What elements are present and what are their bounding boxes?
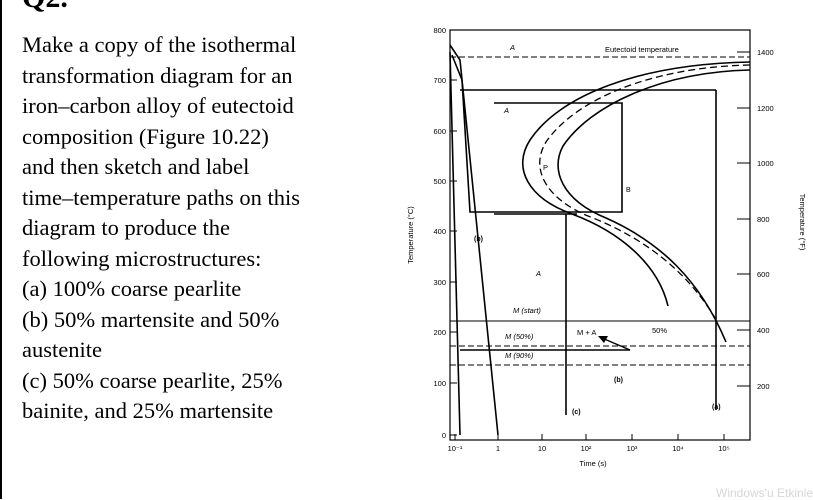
label-a-center: A: [535, 269, 541, 278]
question-line: time–temperature paths on this: [22, 184, 301, 210]
tick-label-left: 300: [433, 278, 446, 287]
question-line: (b) 50% martensite and 50%: [22, 306, 280, 332]
tick-label-left: 400: [433, 227, 446, 236]
label-path-c: (c): [572, 409, 581, 416]
label-m-start: M (start): [513, 306, 541, 315]
label-b: B: [626, 187, 631, 194]
label-a-upper: A: [503, 106, 509, 115]
tick-label-left: 800: [433, 26, 446, 35]
question-line: Make a copy of the isothermal: [22, 32, 297, 57]
left-tick-labels: 800 700 600 500 400 300 200 100 0: [433, 26, 446, 440]
question-heading: Q2.: [22, 0, 68, 16]
label-path-b: (b): [614, 377, 623, 384]
label-path-a: (a): [712, 404, 721, 411]
tick-label-left: 600: [433, 127, 446, 136]
question-line: diagram to produce the: [22, 215, 231, 240]
y-axis-right-title: Temperature (°F): [798, 194, 807, 251]
eutectoid-label: Eutectoid temperature: [605, 45, 679, 54]
tick-label-bottom: 10²: [581, 444, 592, 453]
tick-label-bottom: 1: [496, 444, 500, 453]
question-text: Make a copy of the isothermal transforma…: [22, 30, 382, 427]
tick-label-right: 1200: [757, 104, 774, 113]
question-line: (c) 50% coarse pearlite, 25%: [22, 367, 283, 393]
ttt-diagram-svg: 800 700 600 500 400 300 200 100 0 1400 1…: [406, 26, 807, 468]
question-line: composition (Figure 10.22): [22, 123, 269, 149]
question-line: iron–carbon alloy of eutectoid: [22, 93, 294, 118]
activation-watermark: Windows'u Etkinleştir: [716, 486, 813, 500]
question-line: following microstructures:: [22, 245, 262, 271]
ttt-diagram: 800 700 600 500 400 300 200 100 0 1400 1…: [375, 0, 813, 499]
transformation-start-curve: [521, 61, 751, 307]
tick-label-right: 600: [757, 270, 770, 279]
tick-label-bottom: 10: [538, 444, 546, 453]
right-ticks: [737, 51, 750, 387]
diagram-labels: Eutectoid temperature A A P B A M (start…: [474, 43, 721, 416]
tick-label-bottom: 10⁴: [672, 444, 684, 453]
tick-label-bottom: 10⁵: [718, 444, 729, 453]
label-m-plus-a: M + A: [577, 328, 596, 337]
right-tick-labels: 1400 1200 1000 800 600 400 200: [757, 48, 774, 391]
tick-label-right: 400: [757, 326, 770, 335]
question-line: austenite: [22, 337, 102, 362]
label-a-top: A: [509, 43, 515, 52]
label-50pct: 50%: [652, 326, 667, 335]
path-b-arrowhead: [598, 336, 608, 343]
left-border: [0, 0, 2, 499]
tick-label-right: 800: [757, 215, 770, 224]
tick-label-left: 500: [433, 177, 446, 186]
transformation-50pct-curve: [539, 64, 751, 319]
path-c-upper: [451, 54, 623, 213]
path-a-quench: [449, 44, 499, 436]
tick-label-right: 1000: [757, 159, 774, 168]
tick-label-left: 200: [433, 328, 446, 337]
question-line: transformation diagram for an: [22, 62, 293, 88]
question-line: (a) 100% coarse pearlite: [22, 276, 242, 301]
transformation-finish-curve: [557, 69, 751, 343]
label-m-90: M (90%): [505, 351, 534, 360]
tick-label-right: 1400: [757, 48, 774, 57]
label-path-b-top: (b): [474, 236, 483, 243]
y-axis-left-title: Temperature (°C): [406, 206, 415, 264]
path-b-arrow: [601, 337, 631, 351]
label-m-50: M (50%): [505, 332, 534, 341]
question-line: and then sketch and label: [22, 154, 250, 179]
tick-label-left: 700: [433, 76, 446, 85]
bottom-tick-labels: 10⁻¹ 1 10 10² 10³ 10⁴ 10⁵: [448, 444, 730, 453]
tick-label-left: 100: [433, 379, 446, 388]
x-axis-title: Time (s): [579, 459, 607, 468]
label-p: P: [543, 163, 548, 172]
tick-label-bottom: 10⁻¹: [448, 444, 463, 453]
tick-label-bottom: 10³: [627, 444, 638, 453]
tick-label-right: 200: [757, 382, 770, 391]
bottom-ticks: [454, 434, 725, 440]
question-line: bainite, and 25% martensite: [22, 398, 274, 423]
tick-label-left: 0: [442, 431, 446, 440]
path-b-quench: [449, 51, 461, 436]
plot-frame: [449, 29, 751, 441]
